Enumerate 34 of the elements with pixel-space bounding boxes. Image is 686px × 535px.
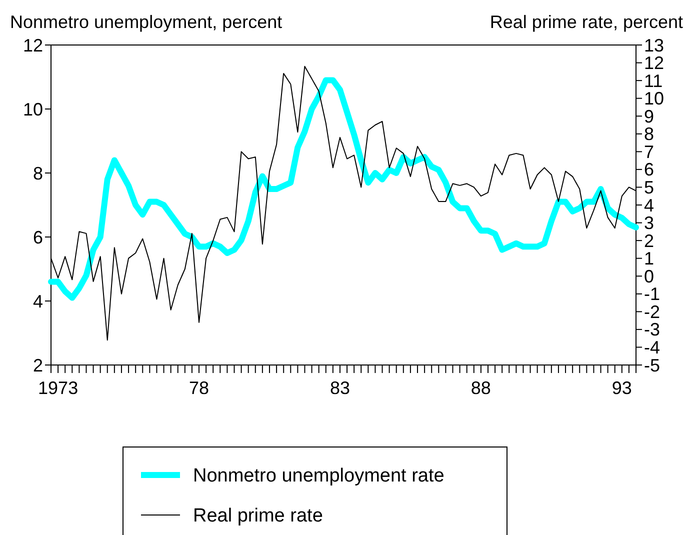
y2-tick-label: 10 bbox=[644, 88, 664, 109]
x-tick-label: 78 bbox=[188, 378, 210, 398]
x-tick-label: 88 bbox=[470, 378, 491, 398]
y2-tick-label: 2 bbox=[644, 230, 654, 251]
y-tick-label: 12 bbox=[22, 35, 43, 56]
y2-tick-label: 6 bbox=[644, 160, 654, 180]
y-tick-label: 6 bbox=[32, 227, 43, 248]
y-tick-label: 10 bbox=[22, 99, 43, 120]
y2-tick-label: 3 bbox=[644, 213, 654, 234]
y-tick-label: 8 bbox=[32, 163, 43, 184]
legend-label: Real prime rate bbox=[193, 506, 323, 527]
y2-tick-label: 1 bbox=[644, 248, 654, 269]
x-tick-label: 93 bbox=[612, 378, 632, 398]
y2-tick-label: 13 bbox=[644, 35, 664, 56]
y2-tick-label: 4 bbox=[644, 195, 654, 216]
y2-tick-label: -5 bbox=[644, 355, 660, 376]
y2-tick-label: -3 bbox=[644, 320, 660, 340]
y2-tick-label: -1 bbox=[644, 284, 660, 304]
y2-axis-title: Real prime rate, percent bbox=[490, 12, 683, 32]
y2-tick-label: 0 bbox=[644, 266, 654, 286]
y-tick-label: 2 bbox=[32, 355, 43, 376]
y2-tick-label: 9 bbox=[644, 106, 654, 126]
legend-label: Nonmetro unemployment rate bbox=[193, 466, 444, 487]
x-tick-label: 1973 bbox=[38, 378, 78, 398]
y2-tick-label: 12 bbox=[644, 53, 664, 74]
y-tick-label: 4 bbox=[32, 291, 43, 312]
y2-tick-label: 11 bbox=[644, 70, 663, 91]
x-tick-label: 83 bbox=[330, 378, 350, 398]
y2-tick-label: -4 bbox=[644, 338, 660, 358]
y2-tick-label: 8 bbox=[644, 124, 654, 144]
y2-tick-label: 7 bbox=[644, 142, 654, 162]
y-axis-title: Nonmetro unemployment, percent bbox=[10, 12, 282, 32]
y2-tick-label: -2 bbox=[644, 302, 660, 322]
y2-tick-label: 5 bbox=[644, 178, 654, 198]
